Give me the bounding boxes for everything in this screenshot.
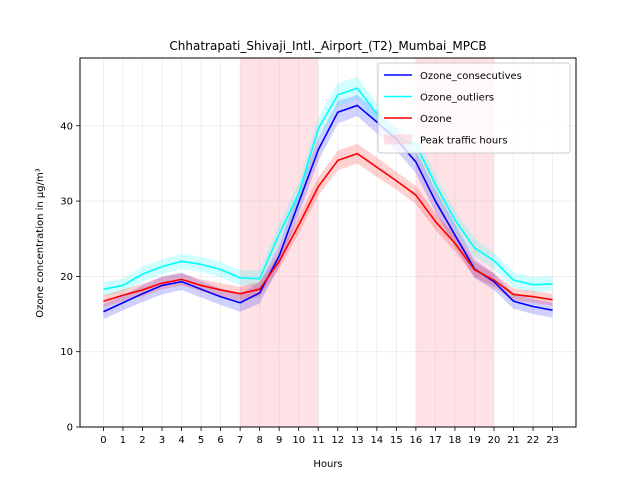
x-tick-label-20: 20 (488, 435, 501, 446)
x-tick-label-0: 0 (100, 435, 106, 446)
x-axis-label: Hours (313, 459, 342, 470)
y-tick-label-3: 30 (60, 197, 73, 208)
y-tick-label-1: 10 (60, 347, 73, 358)
x-tick-label-4: 4 (178, 435, 184, 446)
x-tick-label-14: 14 (370, 435, 383, 446)
x-tick-label-11: 11 (312, 435, 325, 446)
x-tick-label-13: 13 (351, 435, 364, 446)
y-tick-label-0: 0 (67, 423, 73, 434)
legend-label-3: Peak traffic hours (420, 136, 508, 147)
legend-label-1: Ozone_outliers (420, 93, 494, 104)
y-axis-label: Ozone concentration in µg/m³ (35, 168, 46, 317)
y-tick-label-2: 20 (60, 272, 73, 283)
x-tick-label-19: 19 (468, 435, 481, 446)
x-tick-label-21: 21 (507, 435, 520, 446)
legend-swatch-3 (384, 134, 412, 145)
plot-frame (79, 57, 577, 428)
x-tick-label-1: 1 (120, 435, 126, 446)
line-Ozone_outliers (103, 87, 553, 290)
x-tick-label-16: 16 (410, 435, 423, 446)
x-tick-label-22: 22 (527, 435, 540, 446)
legend-box (377, 62, 571, 154)
x-tick-label-23: 23 (546, 435, 559, 446)
peak-traffic-region-0 (240, 58, 319, 427)
x-tick-label-17: 17 (429, 435, 442, 446)
x-tick-label-6: 6 (217, 435, 223, 446)
legend-label-2: Ozone (420, 114, 452, 125)
band-Ozone_consecutives (103, 94, 553, 320)
x-tick-label-2: 2 (139, 435, 145, 446)
x-tick-label-3: 3 (159, 435, 165, 446)
x-tick-label-12: 12 (331, 435, 344, 446)
x-tick-label-7: 7 (237, 435, 243, 446)
series-lines (103, 87, 553, 313)
legend-label-0: Ozone_consecutives (420, 71, 522, 82)
x-tick-label-5: 5 (198, 435, 204, 446)
y-tick-label-4: 40 (60, 121, 73, 132)
x-tick-label-15: 15 (390, 435, 403, 446)
x-tick-label-9: 9 (276, 435, 282, 446)
x-axis-ticks: 0 1 2 3 4 5 6 7 8 9 10 11 12 13 14 15 16 17 18 19 20 21 22 23 (100, 427, 559, 446)
legend: Ozone_consecutives Ozone_outliers Ozone Pea… (377, 62, 571, 154)
x-tick-label-10: 10 (292, 435, 305, 446)
x-tick-label-18: 18 (449, 435, 462, 446)
chart-title: Chhatrapati_Shivaji_Intl._Airport_(T2)_M… (169, 39, 486, 53)
y-axis-ticks: 0 10 20 30 40 (60, 121, 80, 434)
x-tick-label-8: 8 (256, 435, 262, 446)
line-Ozone (103, 152, 553, 303)
